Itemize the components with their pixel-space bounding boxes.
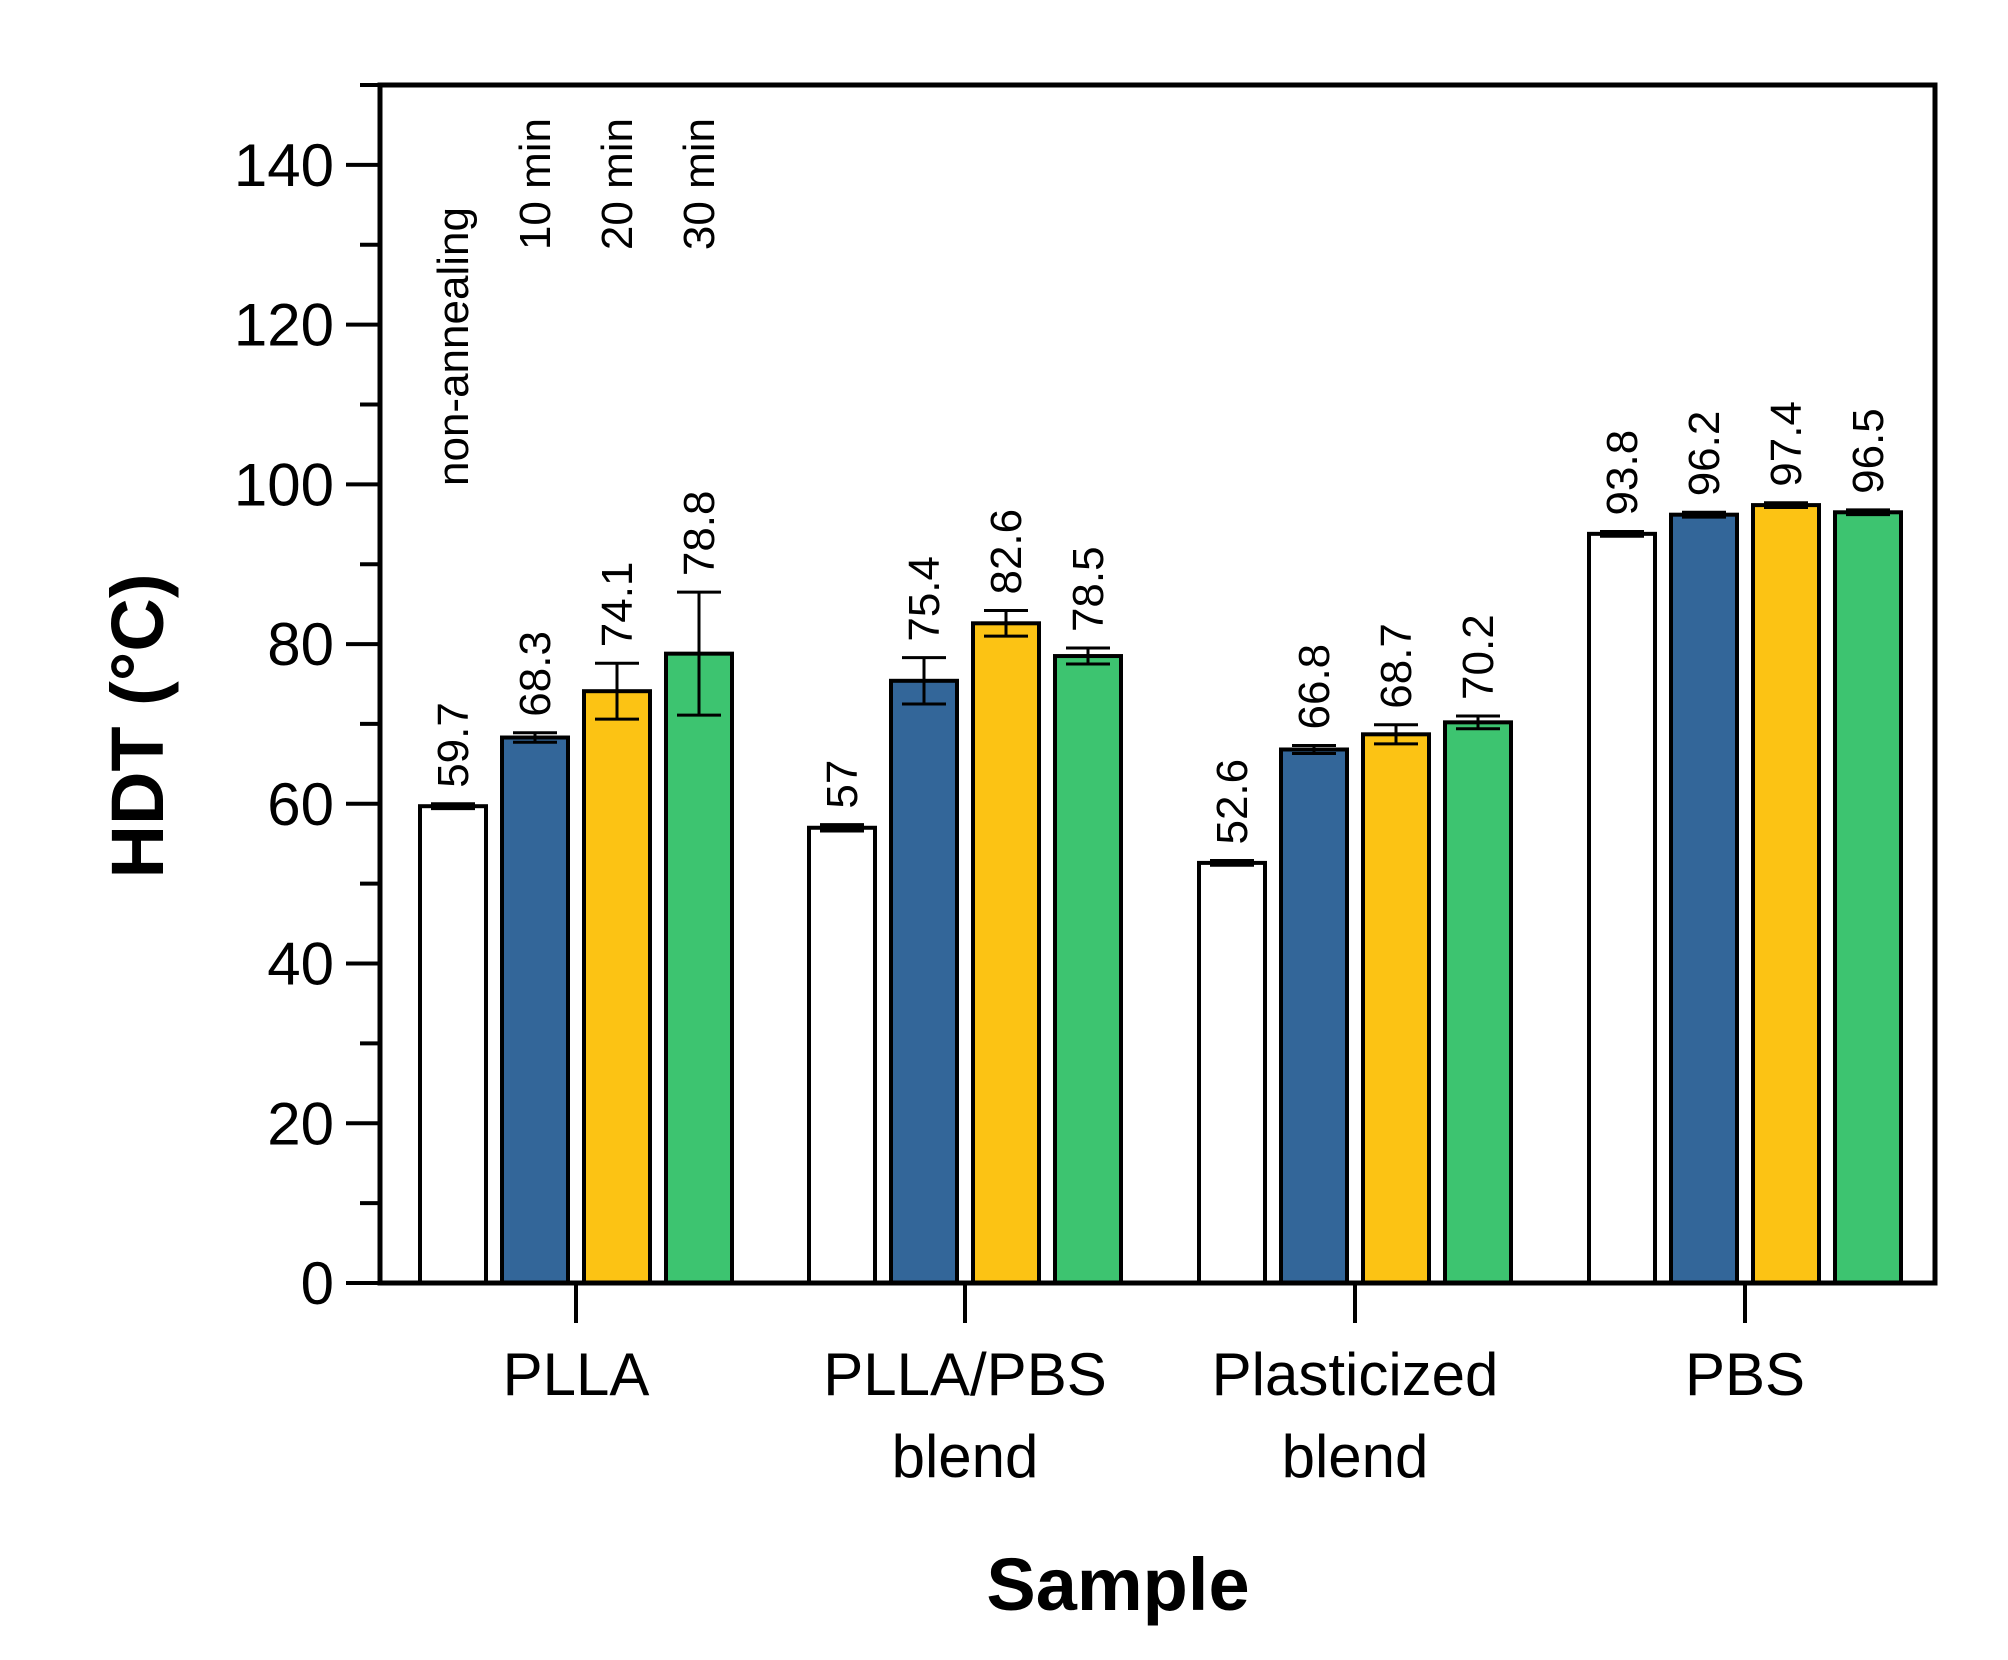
x-tick-label-0: PLLA [503,1341,650,1408]
value-label-0-3: 78.8 [675,491,724,577]
bar-1-3 [1053,654,1123,1285]
bar-3-1 [1669,512,1739,1285]
bar-3-2 [1751,503,1821,1285]
x-tick-label-2-line2: blend [1282,1423,1429,1490]
value-label-1-3: 78.5 [1064,546,1113,632]
value-label-2-0: 52.6 [1208,759,1257,845]
error-bar-3-2 [1764,501,1808,509]
y-tick-label-20: 20 [267,1090,334,1157]
y-tick-label-40: 40 [267,931,334,998]
legend-label-1: 10 min [511,118,560,250]
y-axis-title: HDT (°C) [96,574,179,879]
y-tick-label-100: 100 [234,451,334,518]
value-label-2-1: 66.8 [1290,644,1339,730]
error-bar-2-0 [1210,859,1254,867]
value-label-2-3: 70.2 [1454,614,1503,700]
value-label-1-2: 82.6 [982,509,1031,595]
bar-0-1 [500,735,570,1285]
error-bar-1-3 [1066,646,1110,666]
y-tick-label-120: 120 [234,292,334,359]
bar-2-3 [1443,720,1513,1285]
y-tick-label-80: 80 [267,611,334,678]
y-tick-label-0: 0 [301,1250,334,1317]
bar-1-2 [971,621,1041,1285]
bar-0-0 [418,804,488,1285]
error-bar-0-0 [431,802,475,811]
plot-area: 59.7 57 52.6 93.8 68.3 75.4 66.8 96.2 74.1 82.6 68… [234,82,1938,1490]
legend-label-2: 20 min [593,118,642,250]
error-bar-3-1 [1682,510,1726,519]
x-tick-label-1-line2: blend [892,1423,1039,1490]
bar-2-0 [1197,860,1267,1285]
error-bar-2-3 [1456,714,1500,731]
error-bar-0-3 [677,590,721,717]
bar-2-1 [1279,747,1349,1285]
bar-1-1 [889,678,959,1285]
y-tick-label-140: 140 [234,132,334,199]
bar-3-3 [1833,510,1903,1285]
value-label-1-0: 57 [818,760,867,809]
x-tick-label-1: PLLA/PBS [823,1341,1107,1408]
bar-3-0 [1587,531,1657,1285]
error-bar-3-0 [1600,529,1644,538]
x-tick-label-2: Plasticized [1212,1341,1499,1408]
error-bar-0-2 [595,661,639,721]
value-label-1-1: 75.4 [900,556,949,642]
error-bar-1-1 [902,656,946,706]
bar-0-3 [664,651,734,1285]
bar-1-0 [807,825,877,1285]
value-label-3-3: 96.5 [1844,408,1893,494]
value-label-3-0: 93.8 [1598,430,1647,516]
error-bar-3-3 [1846,508,1890,517]
x-tick-label-3: PBS [1685,1341,1805,1408]
error-bar-2-2 [1374,723,1418,746]
legend-label-3: 30 min [675,118,724,250]
value-label-0-1: 68.3 [511,631,560,717]
legend-label-0: non-annealing [429,207,478,486]
value-label-0-2: 74.1 [593,562,642,648]
value-label-3-1: 96.2 [1680,411,1729,497]
value-label-3-2: 97.4 [1762,401,1811,487]
plot-frame [377,82,1938,1286]
error-bar-1-2 [984,609,1028,638]
value-label-0-0: 59.7 [429,702,478,788]
error-bar-0-1 [513,731,557,744]
value-label-2-2: 68.7 [1372,623,1421,709]
bar-2-2 [1361,732,1431,1285]
error-bar-1-0 [820,823,864,833]
y-tick-label-60: 60 [267,771,334,838]
error-bar-2-1 [1292,743,1336,755]
bar-0-2 [582,689,652,1285]
x-axis-title: Sample [986,1543,1249,1626]
